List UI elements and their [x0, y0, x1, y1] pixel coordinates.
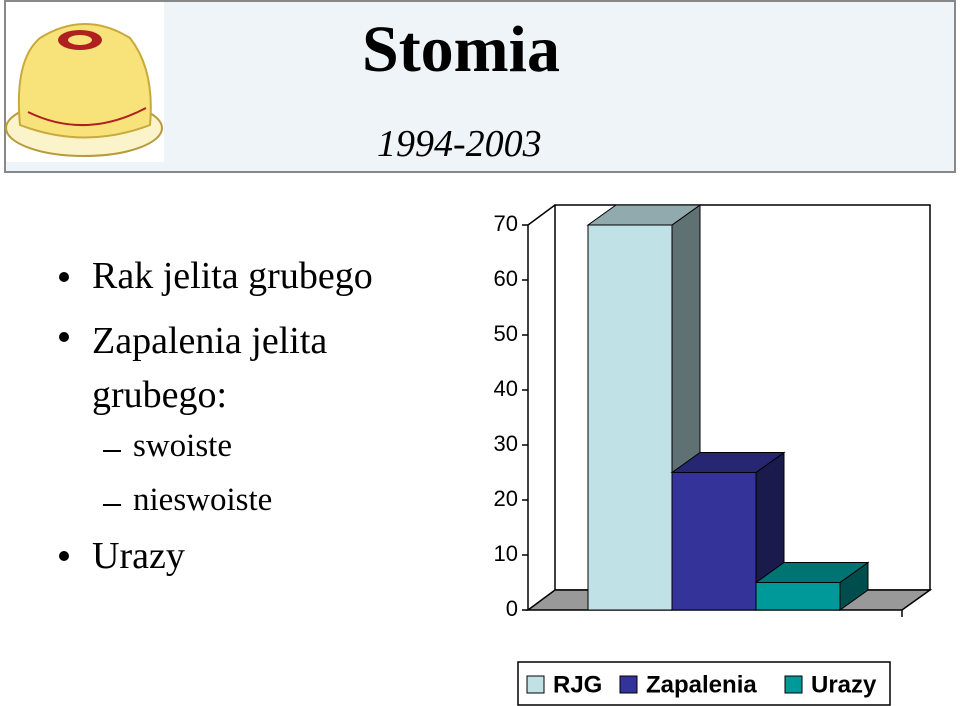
- bar: [754, 561, 870, 611]
- slide-title: Stomia: [362, 13, 560, 86]
- bar: [670, 451, 786, 611]
- legend-label: RJG: [553, 671, 602, 698]
- bar-front: [755, 582, 841, 611]
- legend-label: Urazy: [811, 671, 877, 698]
- y-tick-label: 40: [494, 376, 518, 401]
- y-tick-label: 50: [494, 321, 518, 346]
- legend-box: [517, 661, 891, 706]
- y-tick-label: 60: [494, 266, 518, 291]
- bullet: Urazy: [92, 535, 185, 577]
- sub-bullet: swoiste: [133, 428, 232, 464]
- bullet: Zapalenia jelita grubego:: [92, 320, 328, 416]
- y-tick-label: 20: [494, 486, 518, 511]
- bar-front: [671, 472, 757, 611]
- y-tick-label: 30: [494, 431, 518, 456]
- y-tick-label: 10: [494, 541, 518, 566]
- legend-swatch: [526, 675, 545, 694]
- bullet: Rak jelita grubego: [92, 255, 373, 297]
- legend-swatch: [619, 675, 638, 694]
- slide-subtitle: 1994-2003: [377, 123, 542, 165]
- cake-image: [5, 2, 164, 162]
- legend-swatch: [784, 675, 803, 694]
- y-tick-label: 70: [494, 211, 518, 236]
- y-tick-label: 0: [506, 596, 518, 621]
- bullet-markers: [59, 272, 121, 561]
- sub-bullet: nieswoiste: [133, 482, 273, 518]
- legend-label: Zapalenia: [646, 671, 757, 698]
- bar-front: [587, 224, 673, 611]
